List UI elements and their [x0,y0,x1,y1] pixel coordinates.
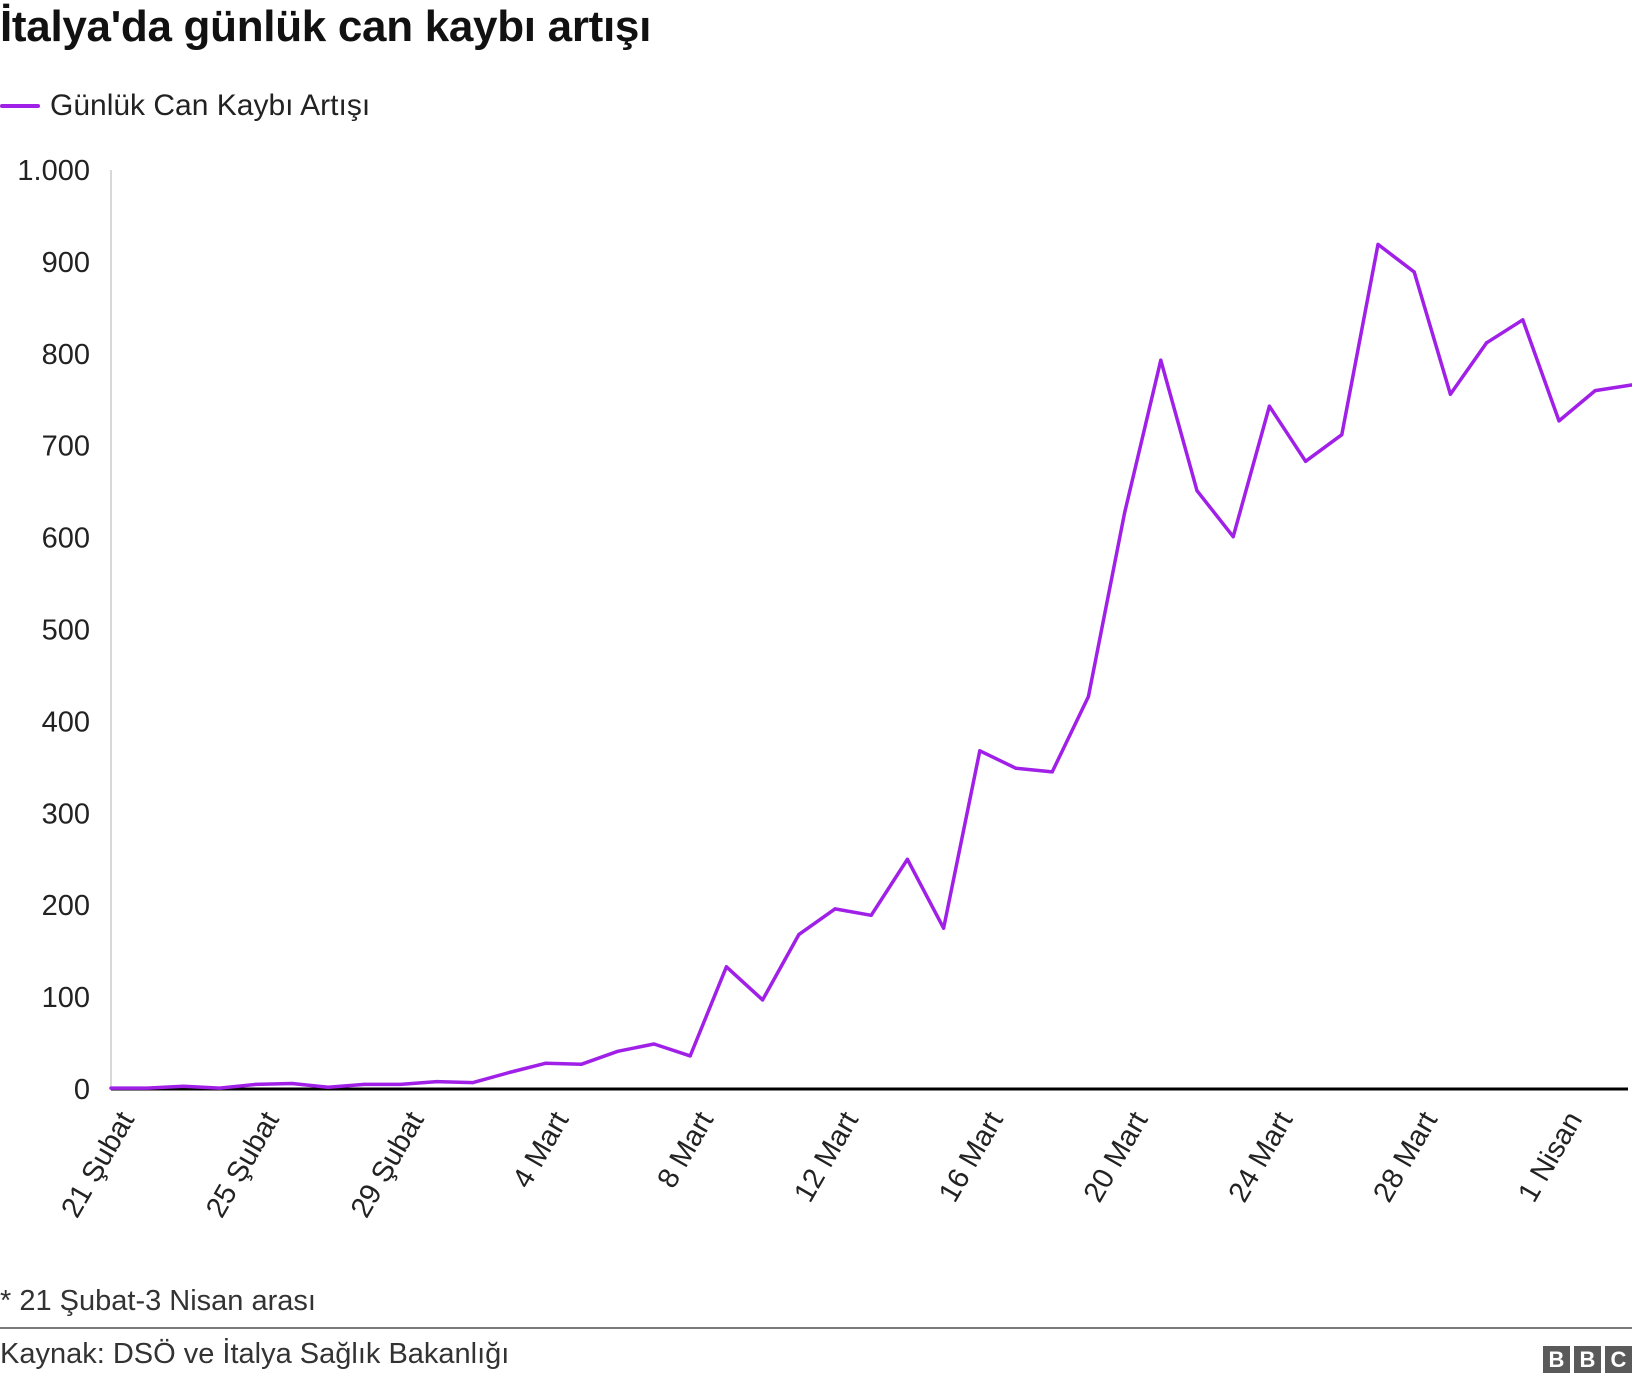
bbc-logo-letter: C [1605,1346,1632,1373]
data-point [833,907,837,911]
chart-title: İtalya'da günlük can kaybı artışı [0,2,652,51]
data-point [1123,511,1127,515]
source-text: Kaynak: DSÖ ve İtalya Sağlık Bakanlığı [0,1338,510,1370]
x-tick-label: 8 Mart [651,1107,720,1194]
footnote: * 21 Şubat-3 Nisan arası [0,1285,316,1317]
data-point [290,1081,294,1086]
data-point [724,965,729,969]
data-point [1159,358,1163,362]
x-tick-label: 12 Mart [788,1107,865,1208]
bbc-logo-letter: B [1543,1346,1570,1373]
y-tick-label: 900 [42,247,90,279]
x-axis: 21 Şubat 25 Şubat 29 Şubat 4 Mart 8 Mart 12 M… [55,1087,1628,1224]
x-tick-label: 21 Şubat [55,1107,141,1224]
legend: Günlük Can Kaybı Artışı [0,86,370,126]
data-point [435,1080,439,1084]
data-point [1485,341,1489,345]
data-point [688,1054,692,1058]
y-tick-label: 1.000 [17,155,90,187]
data-point [905,857,910,861]
data-point [543,1061,548,1065]
divider [0,1327,1632,1329]
y-tick-label: 0 [74,1074,90,1106]
y-tick-label: 200 [42,890,90,922]
x-tick-label: 29 Şubat [345,1107,431,1224]
data-point [1521,318,1525,322]
data-point [399,1082,403,1087]
data-point [1593,388,1597,393]
data-point [942,926,946,930]
data-point [181,1084,185,1088]
y-tick-label: 100 [42,982,90,1014]
bbc-logo: B B C [1543,1346,1632,1373]
data-point [797,933,801,937]
data-point [1195,489,1199,493]
data-point [761,998,765,1002]
data-point [1231,535,1235,539]
series-line-group [109,242,1632,1090]
bbc-logo-letter: B [1574,1346,1601,1373]
y-tick-label: 800 [42,339,90,371]
y-tick-label: 600 [42,523,90,555]
y-tick-label: 500 [42,615,90,647]
x-tick-label: 24 Mart [1223,1107,1300,1208]
data-point [507,1070,511,1075]
data-point [326,1085,330,1089]
data-point [218,1086,222,1090]
data-point [616,1049,620,1053]
x-tick-label: 16 Mart [933,1107,1010,1208]
data-point [1340,433,1344,437]
y-tick-label: 300 [42,798,90,830]
data-point [1376,242,1380,247]
data-point [109,1086,113,1090]
data-point [869,913,873,917]
data-point [254,1082,258,1087]
data-point [1267,404,1271,408]
data-point [1086,694,1090,699]
data-point [145,1086,149,1090]
data-point [1448,392,1452,396]
legend-swatch [0,104,40,108]
x-tick-label: 20 Mart [1078,1107,1155,1208]
data-point [1557,419,1561,423]
data-point [652,1042,656,1046]
data-point [580,1062,584,1066]
data-point [978,749,982,753]
data-point [1412,270,1416,274]
series-line [109,242,1632,1090]
data-point [471,1080,475,1085]
x-tick-label: 1 Nisan [1512,1107,1589,1208]
data-point [1629,383,1632,387]
x-tick-label: 4 Mart [507,1107,576,1194]
y-tick-label: 700 [42,431,90,463]
data-point [1304,459,1308,463]
x-tick-label: 25 Şubat [200,1107,286,1224]
data-point [1050,770,1054,774]
x-tick-label: 28 Mart [1367,1107,1444,1208]
legend-label: Günlük Can Kaybı Artışı [50,89,371,122]
y-tick-label: 400 [42,706,90,738]
y-axis: 0 100 200 300 400 500 600 700 800 900 1.000 [17,155,112,1106]
data-point [362,1082,366,1087]
data-point [1014,766,1018,770]
